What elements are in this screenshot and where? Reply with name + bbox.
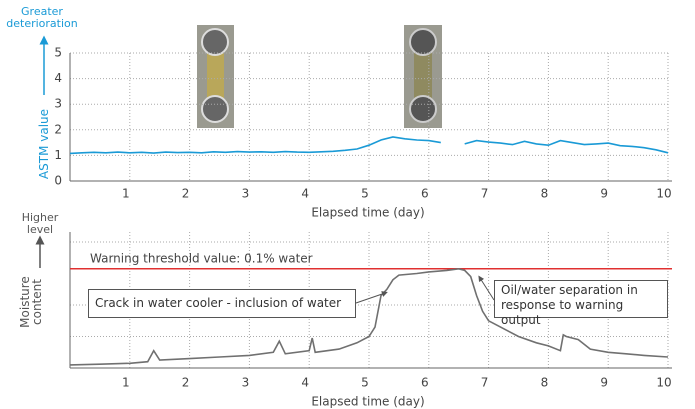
data-line	[69, 267, 669, 366]
y-tick-label: 5	[54, 46, 62, 60]
x-tick-label: 4	[301, 187, 309, 201]
x-tick-label: 6	[421, 376, 429, 390]
annotation: Oil/water separation in response to warn…	[494, 280, 668, 327]
x-tick-label: 8	[541, 376, 549, 390]
annotation-arrow	[478, 275, 495, 301]
y-tick-label: 1	[54, 148, 62, 162]
x-tick-label: 5	[361, 376, 369, 390]
x-tick-label: 2	[182, 187, 190, 201]
x-tick-label: 10	[656, 376, 671, 390]
y-tick-label: 0	[54, 174, 62, 188]
x-tick-label: 6	[421, 187, 429, 201]
y-axis-label: ASTM value	[37, 108, 51, 180]
y-axis-label: Moisture content	[18, 276, 44, 328]
y-axis-note: Greater deterioration	[6, 5, 78, 30]
x-tick-label: 8	[541, 187, 549, 201]
x-tick-label: 3	[242, 376, 250, 390]
annotation: Crack in water cooler - inclusion of wat…	[88, 289, 356, 318]
annotation-arrow	[355, 291, 388, 304]
y-tick-label: 4	[54, 71, 62, 85]
x-tick-label: 9	[600, 376, 608, 390]
y-axis-note: Higher level	[21, 211, 59, 236]
x-tick-label: 7	[481, 376, 489, 390]
x-tick-label: 1	[122, 187, 130, 201]
x-tick-label: 2	[182, 376, 190, 390]
y-tick-label: 3	[54, 97, 62, 111]
x-tick-label: 7	[481, 187, 489, 201]
y-tick-label: 2	[54, 122, 62, 136]
sample-photo	[404, 25, 442, 128]
sample-photo	[197, 25, 234, 128]
data-line	[69, 136, 669, 155]
x-axis-label: Elapsed time (day)	[311, 395, 424, 409]
x-tick-label: 1	[122, 376, 130, 390]
x-axis-label: Elapsed time (day)	[311, 206, 424, 220]
x-tick-label: 10	[656, 187, 671, 201]
x-tick-label: 5	[361, 187, 369, 201]
x-tick-label: 4	[301, 376, 309, 390]
x-tick-label: 3	[242, 187, 250, 201]
threshold-label: Warning threshold value: 0.1% water	[90, 251, 313, 265]
x-tick-label: 9	[600, 187, 608, 201]
